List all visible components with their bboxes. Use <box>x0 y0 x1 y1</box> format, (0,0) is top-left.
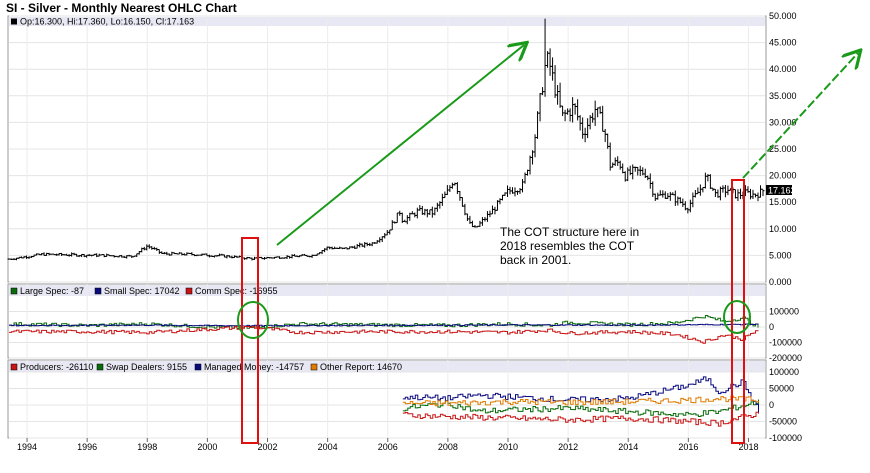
ohlc-readout: Op:16.300, Hi:17.360, Lo:16.150, Cl:17.1… <box>20 17 194 27</box>
price-y-tick: 10.000 <box>769 224 797 234</box>
legend-cot-disagg-label: Producers: -26110 <box>20 362 93 372</box>
legend-cot-disagg-swatch <box>10 363 18 371</box>
price-y-tick: 15.000 <box>769 197 797 207</box>
highlight-rect-2018 <box>731 179 745 444</box>
price-y-tick: 30.000 <box>769 117 797 127</box>
cot-disagg-lines <box>402 376 759 427</box>
price-y-tick: 25.000 <box>769 144 797 154</box>
cot-legacy-header-strip <box>9 285 765 296</box>
readout-marker <box>11 18 17 25</box>
legend-cot-legacy-swatch <box>10 287 18 295</box>
price-header-strip <box>9 17 765 26</box>
y-axis-labels: 0.000 5.000 10.000 15.000 20.000 25.000 30.000… <box>769 11 802 443</box>
x-tick-label: 1998 <box>137 442 157 452</box>
highlight-circle-2018 <box>723 300 751 334</box>
cot-disagg-y-tick: -100000 <box>769 433 802 443</box>
cot-line-swap-dealers <box>402 399 759 417</box>
legend-cot-legacy: Large Spec: -87 Small Spec: 17042 Comm Spe… <box>10 286 278 296</box>
highlight-rect-2001 <box>241 237 259 444</box>
cot-disagg-y-tick: -50000 <box>769 417 797 427</box>
legend-cot-legacy-label: Small Spec: 17042 <box>104 286 180 296</box>
x-tick-label: 1994 <box>17 442 37 452</box>
x-tick-label: 1996 <box>77 442 97 452</box>
price-y-tick: 50.000 <box>769 11 797 21</box>
cot-disagg-y-tick: 100000 <box>769 367 799 377</box>
x-tick-label: 2018 <box>738 442 758 452</box>
x-tick-label: 2012 <box>558 442 578 452</box>
cot-line-small-spec <box>9 323 759 327</box>
cot-disagg-header-strip <box>9 361 765 372</box>
legend-cot-disagg-label: Other Report: 14670 <box>320 362 402 372</box>
x-axis-labels: 1994 1996 1998 2000 2002 2004 2006 2008 2010 2012… <box>17 442 758 452</box>
cot-legacy-y-tick: 100000 <box>769 307 799 317</box>
legend-cot-legacy-label: Comm Spec: -16955 <box>195 286 278 296</box>
x-tick-label: 2016 <box>678 442 698 452</box>
price-y-tick: 45.000 <box>769 38 797 48</box>
legend-cot-disagg-label: Swap Dealers: 9155 <box>106 362 187 372</box>
legend-cot-legacy-label: Large Spec: -87 <box>20 286 84 296</box>
cot-line-comm-spec <box>9 325 759 344</box>
x-tick-label: 2006 <box>378 442 398 452</box>
price-y-tick: 40.000 <box>769 64 797 74</box>
chart-title: SI - Silver - Monthly Nearest OHLC Chart <box>6 1 237 15</box>
last-price-tag <box>766 185 792 195</box>
cot-disagg-y-tick: 50000 <box>769 384 794 394</box>
price-y-tick: 5.000 <box>769 250 792 260</box>
legend-cot-disagg-swatch <box>194 363 202 371</box>
trend-arrow-2018 <box>742 53 858 179</box>
legend-cot-disagg-swatch <box>310 363 318 371</box>
legend-cot-disagg-swatch <box>96 363 104 371</box>
cot-line-other-report <box>402 395 759 407</box>
cot-disagg-panel <box>7 359 767 439</box>
legend-cot-legacy-swatch <box>185 287 193 295</box>
last-price-label: 17.163 <box>768 186 796 196</box>
trend-arrow-2002-2011 <box>276 45 524 246</box>
price-y-tick: 20.000 <box>769 171 797 181</box>
x-tick-label: 2002 <box>257 442 277 452</box>
price-y-tick: 0.000 <box>769 277 792 287</box>
x-tick-label: 2014 <box>618 442 638 452</box>
cot-disagg-y-tick: 0 <box>769 400 774 410</box>
x-tick-label: 2010 <box>498 442 518 452</box>
x-tick-label: 2008 <box>438 442 458 452</box>
cot-legacy-lines <box>9 315 759 344</box>
legend-cot-disagg-label: Managed Money: -14757 <box>204 362 304 372</box>
annotation-line-1: The COT structure here in <box>500 225 639 239</box>
x-tick-label: 2000 <box>197 442 217 452</box>
x-tick-label: 2004 <box>318 442 338 452</box>
legend-cot-legacy-swatch <box>94 287 102 295</box>
price-y-tick: 35.000 <box>769 91 797 101</box>
cot-line-managed-money <box>402 376 759 412</box>
annotation-line-3: back in 2001. <box>500 253 571 267</box>
legend-cot-disagg: Producers: -26110 Swap Dealers: 9155 Manag… <box>10 362 402 372</box>
cot-legacy-y-tick: -100000 <box>769 338 802 348</box>
price-ohlc-bars <box>7 18 765 261</box>
cot-line-producers <box>402 411 759 427</box>
highlight-circle-2001 <box>237 301 269 339</box>
annotation-line-2: 2018 resembles the COT <box>500 239 635 253</box>
cot-legacy-y-tick: 0 <box>769 322 774 332</box>
cot-legacy-y-tick: -200000 <box>769 353 802 363</box>
grid-lines <box>9 15 765 442</box>
